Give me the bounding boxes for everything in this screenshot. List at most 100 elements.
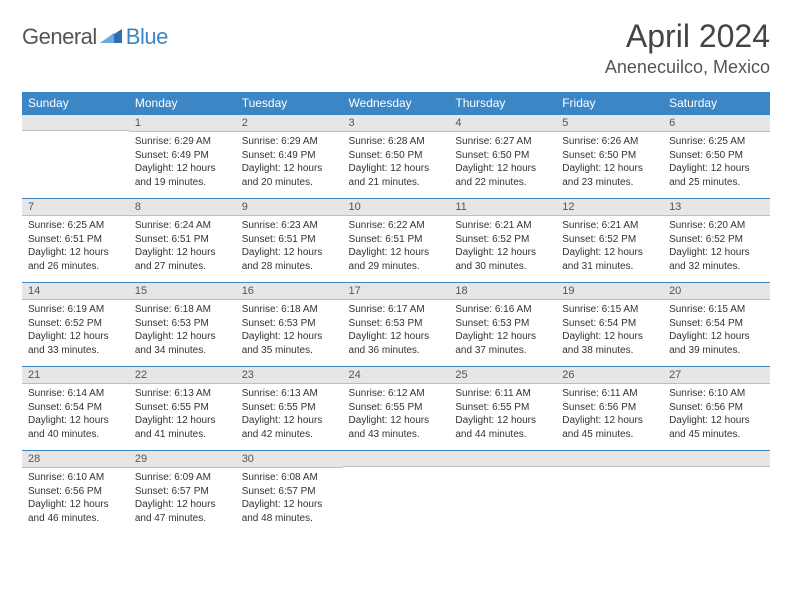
- day-number-bar: 17: [343, 282, 450, 300]
- sunrise-text: Sunrise: 6:12 AM: [349, 387, 444, 401]
- sunset-text: Sunset: 6:57 PM: [135, 485, 230, 499]
- sunset-text: Sunset: 6:56 PM: [562, 401, 657, 415]
- daylight_l1-text: Daylight: 12 hours: [669, 162, 764, 176]
- sunset-text: Sunset: 6:49 PM: [242, 149, 337, 163]
- calendar-cell: 1Sunrise: 6:29 AMSunset: 6:49 PMDaylight…: [129, 114, 236, 198]
- day-body: Sunrise: 6:23 AMSunset: 6:51 PMDaylight:…: [236, 216, 343, 279]
- sunset-text: Sunset: 6:49 PM: [135, 149, 230, 163]
- sunrise-text: Sunrise: 6:21 AM: [562, 219, 657, 233]
- sunset-text: Sunset: 6:53 PM: [135, 317, 230, 331]
- sunset-text: Sunset: 6:52 PM: [28, 317, 123, 331]
- calendar-cell: [556, 450, 663, 534]
- calendar-cell: 23Sunrise: 6:13 AMSunset: 6:55 PMDayligh…: [236, 366, 343, 450]
- daylight_l2-text: and 39 minutes.: [669, 344, 764, 358]
- sunrise-text: Sunrise: 6:29 AM: [135, 135, 230, 149]
- sunset-text: Sunset: 6:56 PM: [28, 485, 123, 499]
- calendar-week-row: 28Sunrise: 6:10 AMSunset: 6:56 PMDayligh…: [22, 450, 770, 534]
- sunset-text: Sunset: 6:56 PM: [669, 401, 764, 415]
- day-body: Sunrise: 6:14 AMSunset: 6:54 PMDaylight:…: [22, 384, 129, 447]
- daylight_l2-text: and 23 minutes.: [562, 176, 657, 190]
- day-body: Sunrise: 6:15 AMSunset: 6:54 PMDaylight:…: [663, 300, 770, 363]
- daylight_l2-text: and 48 minutes.: [242, 512, 337, 526]
- daylight_l1-text: Daylight: 12 hours: [135, 498, 230, 512]
- day-header: Tuesday: [236, 92, 343, 114]
- daylight_l1-text: Daylight: 12 hours: [349, 246, 444, 260]
- day-header: Wednesday: [343, 92, 450, 114]
- daylight_l1-text: Daylight: 12 hours: [28, 414, 123, 428]
- day-number-bar: 30: [236, 450, 343, 468]
- calendar-cell: 10Sunrise: 6:22 AMSunset: 6:51 PMDayligh…: [343, 198, 450, 282]
- day-body: Sunrise: 6:26 AMSunset: 6:50 PMDaylight:…: [556, 132, 663, 195]
- sunrise-text: Sunrise: 6:09 AM: [135, 471, 230, 485]
- sunset-text: Sunset: 6:53 PM: [242, 317, 337, 331]
- calendar-cell: 4Sunrise: 6:27 AMSunset: 6:50 PMDaylight…: [449, 114, 556, 198]
- calendar-cell: [449, 450, 556, 534]
- sunrise-text: Sunrise: 6:13 AM: [242, 387, 337, 401]
- day-body: Sunrise: 6:18 AMSunset: 6:53 PMDaylight:…: [236, 300, 343, 363]
- daylight_l2-text: and 38 minutes.: [562, 344, 657, 358]
- daylight_l1-text: Daylight: 12 hours: [669, 414, 764, 428]
- daylight_l2-text: and 19 minutes.: [135, 176, 230, 190]
- daylight_l2-text: and 46 minutes.: [28, 512, 123, 526]
- daylight_l1-text: Daylight: 12 hours: [562, 414, 657, 428]
- logo-text-general: General: [22, 24, 97, 50]
- daylight_l1-text: Daylight: 12 hours: [242, 414, 337, 428]
- daylight_l1-text: Daylight: 12 hours: [242, 246, 337, 260]
- day-body: Sunrise: 6:29 AMSunset: 6:49 PMDaylight:…: [236, 132, 343, 195]
- sunrise-text: Sunrise: 6:21 AM: [455, 219, 550, 233]
- sunrise-text: Sunrise: 6:19 AM: [28, 303, 123, 317]
- calendar-cell: 12Sunrise: 6:21 AMSunset: 6:52 PMDayligh…: [556, 198, 663, 282]
- daylight_l1-text: Daylight: 12 hours: [669, 246, 764, 260]
- calendar-week-row: 7Sunrise: 6:25 AMSunset: 6:51 PMDaylight…: [22, 198, 770, 282]
- daylight_l1-text: Daylight: 12 hours: [455, 246, 550, 260]
- daylight_l2-text: and 21 minutes.: [349, 176, 444, 190]
- calendar-week-row: 14Sunrise: 6:19 AMSunset: 6:52 PMDayligh…: [22, 282, 770, 366]
- daylight_l1-text: Daylight: 12 hours: [135, 246, 230, 260]
- daylight_l2-text: and 29 minutes.: [349, 260, 444, 274]
- calendar-cell: 30Sunrise: 6:08 AMSunset: 6:57 PMDayligh…: [236, 450, 343, 534]
- daylight_l2-text: and 42 minutes.: [242, 428, 337, 442]
- day-number-bar: 26: [556, 366, 663, 384]
- daylight_l2-text: and 32 minutes.: [669, 260, 764, 274]
- sunrise-text: Sunrise: 6:10 AM: [669, 387, 764, 401]
- sunrise-text: Sunrise: 6:29 AM: [242, 135, 337, 149]
- calendar-cell: 25Sunrise: 6:11 AMSunset: 6:55 PMDayligh…: [449, 366, 556, 450]
- daylight_l2-text: and 36 minutes.: [349, 344, 444, 358]
- sunrise-text: Sunrise: 6:25 AM: [669, 135, 764, 149]
- sunrise-text: Sunrise: 6:22 AM: [349, 219, 444, 233]
- sunrise-text: Sunrise: 6:27 AM: [455, 135, 550, 149]
- sunset-text: Sunset: 6:51 PM: [135, 233, 230, 247]
- sunset-text: Sunset: 6:55 PM: [455, 401, 550, 415]
- sunset-text: Sunset: 6:55 PM: [135, 401, 230, 415]
- sunset-text: Sunset: 6:51 PM: [28, 233, 123, 247]
- calendar-cell: 8Sunrise: 6:24 AMSunset: 6:51 PMDaylight…: [129, 198, 236, 282]
- sunset-text: Sunset: 6:52 PM: [562, 233, 657, 247]
- calendar-cell: 18Sunrise: 6:16 AMSunset: 6:53 PMDayligh…: [449, 282, 556, 366]
- day-body: Sunrise: 6:25 AMSunset: 6:50 PMDaylight:…: [663, 132, 770, 195]
- sunset-text: Sunset: 6:51 PM: [242, 233, 337, 247]
- daylight_l1-text: Daylight: 12 hours: [242, 330, 337, 344]
- day-body: Sunrise: 6:13 AMSunset: 6:55 PMDaylight:…: [129, 384, 236, 447]
- day-body: Sunrise: 6:29 AMSunset: 6:49 PMDaylight:…: [129, 132, 236, 195]
- daylight_l2-text: and 33 minutes.: [28, 344, 123, 358]
- sunset-text: Sunset: 6:50 PM: [669, 149, 764, 163]
- daylight_l1-text: Daylight: 12 hours: [28, 246, 123, 260]
- daylight_l2-text: and 45 minutes.: [562, 428, 657, 442]
- calendar-cell: [22, 114, 129, 198]
- day-number-bar: 24: [343, 366, 450, 384]
- day-number-bar: 27: [663, 366, 770, 384]
- day-body: Sunrise: 6:21 AMSunset: 6:52 PMDaylight:…: [556, 216, 663, 279]
- daylight_l2-text: and 45 minutes.: [669, 428, 764, 442]
- day-body: Sunrise: 6:11 AMSunset: 6:55 PMDaylight:…: [449, 384, 556, 447]
- sunrise-text: Sunrise: 6:13 AM: [135, 387, 230, 401]
- day-body: Sunrise: 6:21 AMSunset: 6:52 PMDaylight:…: [449, 216, 556, 279]
- daylight_l1-text: Daylight: 12 hours: [28, 330, 123, 344]
- day-body: Sunrise: 6:24 AMSunset: 6:51 PMDaylight:…: [129, 216, 236, 279]
- sunset-text: Sunset: 6:52 PM: [455, 233, 550, 247]
- daylight_l2-text: and 47 minutes.: [135, 512, 230, 526]
- day-body: Sunrise: 6:25 AMSunset: 6:51 PMDaylight:…: [22, 216, 129, 279]
- day-number-bar: 7: [22, 198, 129, 216]
- logo: General Blue: [22, 18, 168, 50]
- day-number-bar: [343, 450, 450, 467]
- day-number-bar: 29: [129, 450, 236, 468]
